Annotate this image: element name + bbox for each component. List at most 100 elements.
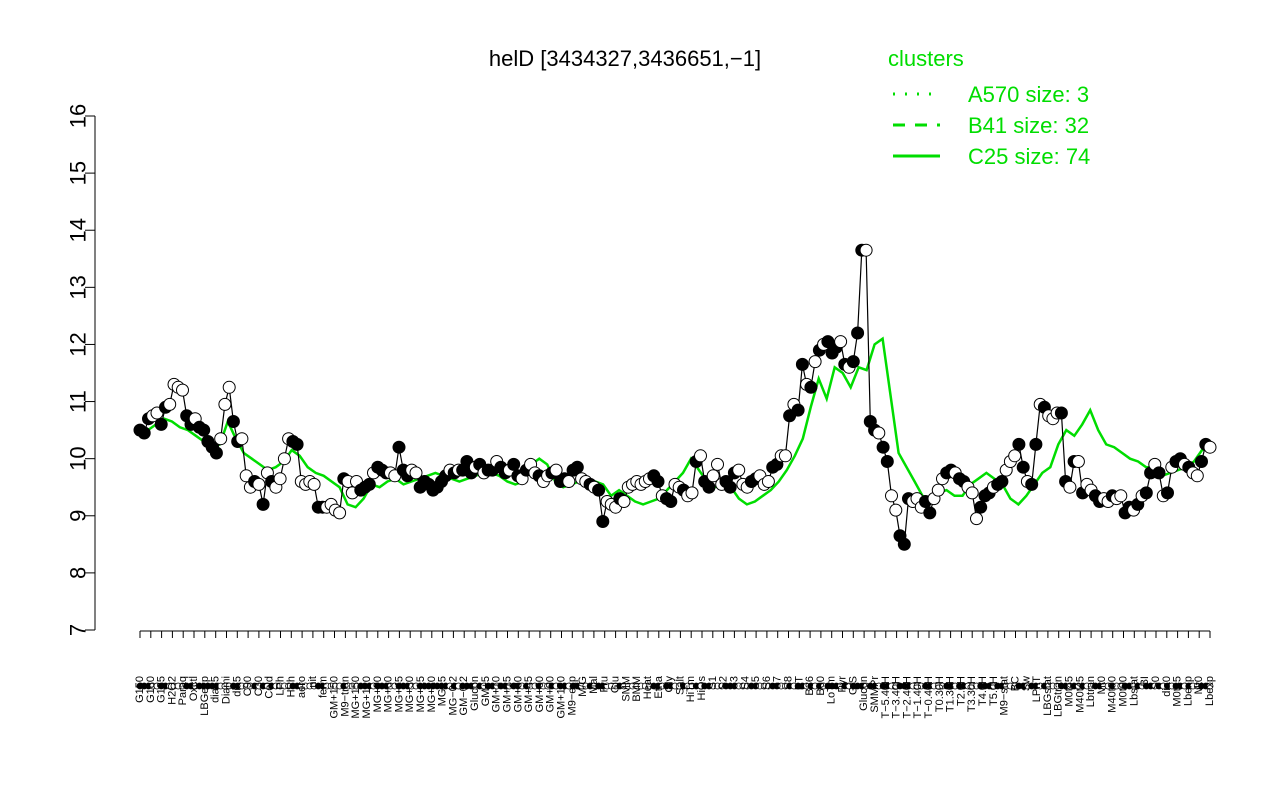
- x-tick-label: BT: [793, 676, 805, 690]
- data-point: [252, 477, 266, 491]
- data-point: [965, 486, 979, 500]
- x-tick-label: M9−stat: [999, 676, 1011, 715]
- data-point: [562, 475, 576, 488]
- x-tick-label: LPhT: [1031, 676, 1043, 703]
- x-tick-label: T−0.40H: [923, 676, 935, 719]
- x-tick-label: MG+60: [383, 676, 395, 712]
- x-tick-label: dia5: [231, 676, 243, 697]
- data-point: [1114, 489, 1128, 503]
- x-tick-label: M40t90: [1107, 676, 1119, 713]
- data-point: [163, 397, 177, 411]
- x-tick-label: GM+15: [502, 676, 514, 712]
- x-tick-label: G/S: [847, 676, 859, 695]
- data-point: [154, 417, 168, 431]
- data-point: [137, 426, 151, 440]
- x-tick-label: MG−0.2: [447, 676, 459, 715]
- x-tick-label: MG+120: [361, 676, 373, 719]
- x-tick-label: LBGtran: [1053, 676, 1065, 717]
- x-tick-label: Fru: [599, 676, 611, 693]
- data-point: [651, 475, 665, 488]
- x-tick-label: GM−0.2: [458, 676, 470, 715]
- data-point: [1195, 455, 1208, 468]
- x-tick-label: T−5.40H: [880, 676, 892, 719]
- x-tick-label: T5.0H: [988, 676, 1000, 706]
- data-point: [1025, 477, 1039, 491]
- legend-entry: C25 size: 74: [968, 144, 1090, 169]
- x-tick-label: LoTm: [826, 676, 838, 704]
- data-point: [507, 457, 521, 471]
- x-tick-label: S1: [707, 676, 719, 689]
- x-tick-label: M40t45: [1074, 676, 1086, 713]
- legend-entry: A570 size: 3: [968, 82, 1089, 107]
- x-tick-label: C90: [242, 676, 254, 696]
- x-tick-label: T−2.40H: [901, 676, 913, 719]
- data-point: [880, 455, 894, 468]
- x-tick-label: Sw: [1020, 676, 1032, 691]
- data-point: [1161, 486, 1174, 500]
- x-tick-label: Lbexp: [1204, 676, 1216, 706]
- x-tick-label: MG+150: [350, 676, 362, 719]
- data-point: [897, 537, 911, 551]
- data-point: [617, 495, 631, 508]
- data-point: [804, 380, 818, 394]
- data-point: [931, 483, 945, 497]
- legend-entry: B41 size: 32: [968, 113, 1089, 138]
- x-tick-label: aero: [296, 676, 308, 698]
- data-point: [889, 503, 903, 517]
- x-tick-label: Oxctl: [188, 676, 200, 701]
- data-point: [974, 500, 988, 514]
- x-tick-label: SMM: [620, 676, 632, 702]
- data-point: [1203, 440, 1217, 454]
- x-tick-label: dia0: [1161, 676, 1173, 697]
- data-point: [885, 489, 898, 503]
- x-tick-label: GM+10: [491, 676, 503, 712]
- data-point: [851, 326, 865, 340]
- x-tick-label: Glucon: [858, 676, 870, 711]
- x-tick-label: MG+15: [415, 676, 427, 712]
- x-tick-label: Glucon: [469, 676, 481, 711]
- data-point: [859, 243, 873, 257]
- data-point: [664, 495, 678, 508]
- rug-mark: [1206, 682, 1214, 690]
- x-tick-label: BC: [1010, 676, 1022, 691]
- y-tick-label: 14: [66, 218, 91, 242]
- x-tick-label: T−1.40H: [912, 676, 924, 719]
- x-axis: G150G180G135H2O2ParaqOxctlLBGexpdia15Dia…: [134, 630, 1216, 719]
- x-tick-label: Mal: [588, 676, 600, 694]
- legend-title: clusters: [888, 46, 964, 71]
- x-tick-label: T−3.40H: [891, 676, 903, 719]
- data-point: [876, 440, 890, 454]
- x-tick-label: GM+150: [329, 676, 341, 719]
- x-tick-label: MG+30: [404, 676, 416, 712]
- x-tick-label: M0t45: [1172, 676, 1184, 707]
- y-tick-label: 7: [66, 624, 91, 636]
- y-tick-label: 9: [66, 510, 91, 522]
- data-point: [808, 355, 822, 369]
- y-tick-label: 8: [66, 567, 91, 579]
- x-tick-label: GM+30: [512, 676, 524, 712]
- x-tick-label: H2O2: [166, 676, 178, 705]
- data-point: [923, 506, 937, 520]
- data-point: [711, 457, 724, 471]
- data-point: [846, 355, 860, 369]
- x-tick-label: M9−exp: [566, 676, 578, 715]
- x-tick-label: T2.0H: [955, 676, 967, 706]
- data-point: [791, 403, 805, 417]
- data-point: [277, 452, 291, 466]
- data-point: [995, 475, 1009, 488]
- x-tick-label: LBGexp: [199, 676, 211, 716]
- x-tick-label: GM+90: [545, 676, 557, 712]
- data-point: [222, 380, 236, 394]
- x-tick-label: C30: [253, 676, 265, 696]
- x-tick-label: BI: [1139, 676, 1151, 686]
- data-point: [333, 506, 347, 520]
- x-tick-label: T1.30H: [945, 676, 957, 712]
- data-point: [761, 475, 775, 488]
- x-tick-label: SMMPr: [869, 676, 881, 713]
- x-tick-label: Etha: [653, 675, 665, 699]
- data-point: [1008, 449, 1022, 463]
- data-point: [872, 426, 886, 440]
- x-tick-label: S4: [739, 676, 751, 689]
- y-tick-label: 12: [66, 332, 91, 356]
